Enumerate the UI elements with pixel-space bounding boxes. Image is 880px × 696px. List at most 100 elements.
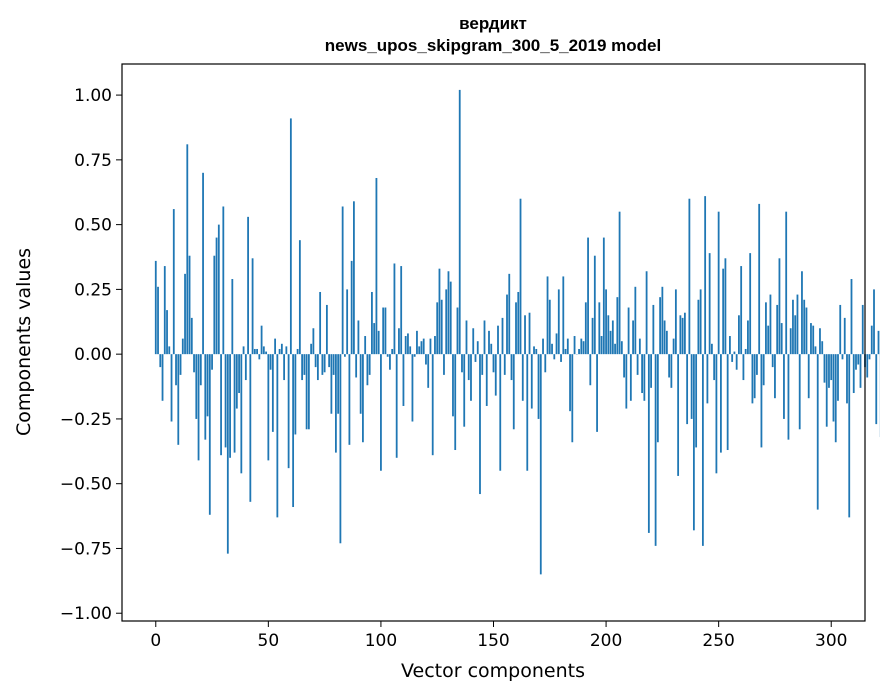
bar-19 xyxy=(197,354,200,461)
bar-248 xyxy=(713,354,716,381)
bar-91 xyxy=(359,354,362,414)
y-axis: −1.00 −0.75 −0.50 −0.25 0.00 0.25 0.50 0.75 1.00 xyxy=(60,86,122,624)
bar-32 xyxy=(226,354,229,554)
bar-118 xyxy=(420,341,423,355)
bar-171 xyxy=(539,354,542,575)
bar-258 xyxy=(735,354,738,370)
bar-278 xyxy=(780,323,783,355)
bar-311 xyxy=(855,354,857,370)
bar-218 xyxy=(645,271,648,355)
bar-161 xyxy=(517,291,520,355)
bar-193 xyxy=(589,354,592,386)
bar-307 xyxy=(846,354,848,404)
bar-82 xyxy=(339,354,342,544)
bar-215 xyxy=(638,338,641,355)
bar-246 xyxy=(708,253,711,355)
bar-271 xyxy=(765,302,767,355)
x-tick-label: 100 xyxy=(365,631,397,651)
bar-289 xyxy=(805,307,808,355)
bar-37 xyxy=(238,354,240,394)
bar-197 xyxy=(598,302,601,355)
bar-56 xyxy=(280,343,283,355)
bar-206 xyxy=(618,211,621,355)
bar-308 xyxy=(848,354,851,518)
bar-316 xyxy=(866,354,869,378)
bar-317 xyxy=(868,354,871,360)
bar-280 xyxy=(785,211,788,355)
bar-4 xyxy=(163,266,166,355)
bar-63 xyxy=(296,348,299,355)
bar-14 xyxy=(186,144,189,355)
bar-189 xyxy=(580,338,583,355)
bar-95 xyxy=(368,354,371,375)
bar-46 xyxy=(258,354,261,360)
x-tick-label: 50 xyxy=(258,631,280,651)
bar-87 xyxy=(350,260,353,355)
bar-98 xyxy=(375,177,378,355)
x-axis: 0 50 100 150 200 250 300 xyxy=(150,621,847,651)
bar-140 xyxy=(470,354,472,401)
bar-158 xyxy=(510,354,513,381)
bar-268 xyxy=(758,203,761,355)
bar-100 xyxy=(380,354,382,471)
bar-166 xyxy=(528,312,531,355)
bar-111 xyxy=(404,336,407,355)
bar-239 xyxy=(692,354,695,531)
bar-233 xyxy=(679,315,682,355)
bar-121 xyxy=(427,354,430,388)
bar-99 xyxy=(377,330,380,355)
bar-24 xyxy=(208,354,211,515)
bar-72 xyxy=(316,354,319,381)
bar-80 xyxy=(334,354,337,453)
bar-163 xyxy=(521,354,524,401)
bar-144 xyxy=(479,354,481,495)
bar-257 xyxy=(733,351,736,355)
bar-200 xyxy=(605,289,607,355)
bar-202 xyxy=(609,330,612,355)
bar-285 xyxy=(796,294,799,355)
bar-132 xyxy=(452,354,454,417)
bar-201 xyxy=(607,315,610,355)
bar-320 xyxy=(875,354,878,425)
bar-319 xyxy=(873,289,875,355)
bar-231 xyxy=(674,289,677,355)
bar-20 xyxy=(199,354,202,386)
bar-274 xyxy=(771,354,774,368)
bar-133 xyxy=(454,354,457,451)
bar-3 xyxy=(161,354,164,401)
bar-114 xyxy=(411,354,414,422)
bar-84 xyxy=(343,354,346,357)
bar-5 xyxy=(166,310,168,355)
bar-191 xyxy=(584,302,587,355)
bar-168 xyxy=(533,346,535,355)
bar-43 xyxy=(251,258,254,355)
bar-90 xyxy=(357,320,360,355)
y-tick-label: 0.50 xyxy=(74,216,112,236)
bar-190 xyxy=(582,341,585,355)
bar-124 xyxy=(434,336,436,355)
bar-321 xyxy=(877,330,880,355)
bar-11 xyxy=(179,354,182,375)
bar-209 xyxy=(625,354,628,409)
bar-291 xyxy=(810,323,812,355)
bar-58 xyxy=(285,346,288,355)
bar-126 xyxy=(438,268,441,355)
bar-16 xyxy=(190,317,193,355)
bar-153 xyxy=(499,354,502,471)
bar-86 xyxy=(348,354,351,445)
bar-157 xyxy=(508,273,511,355)
bar-36 xyxy=(235,354,238,409)
bar-242 xyxy=(699,289,702,355)
bar-273 xyxy=(769,294,772,355)
bar-18 xyxy=(195,354,198,419)
bar-123 xyxy=(431,354,434,456)
bar-169 xyxy=(535,348,538,355)
bar-294 xyxy=(816,354,819,510)
bar-222 xyxy=(654,354,657,546)
x-tick-label: 150 xyxy=(477,631,509,651)
bar-263 xyxy=(747,320,749,355)
bar-139 xyxy=(467,354,470,381)
bar-241 xyxy=(697,299,700,355)
bar-170 xyxy=(537,354,540,419)
bar-65 xyxy=(301,354,304,381)
